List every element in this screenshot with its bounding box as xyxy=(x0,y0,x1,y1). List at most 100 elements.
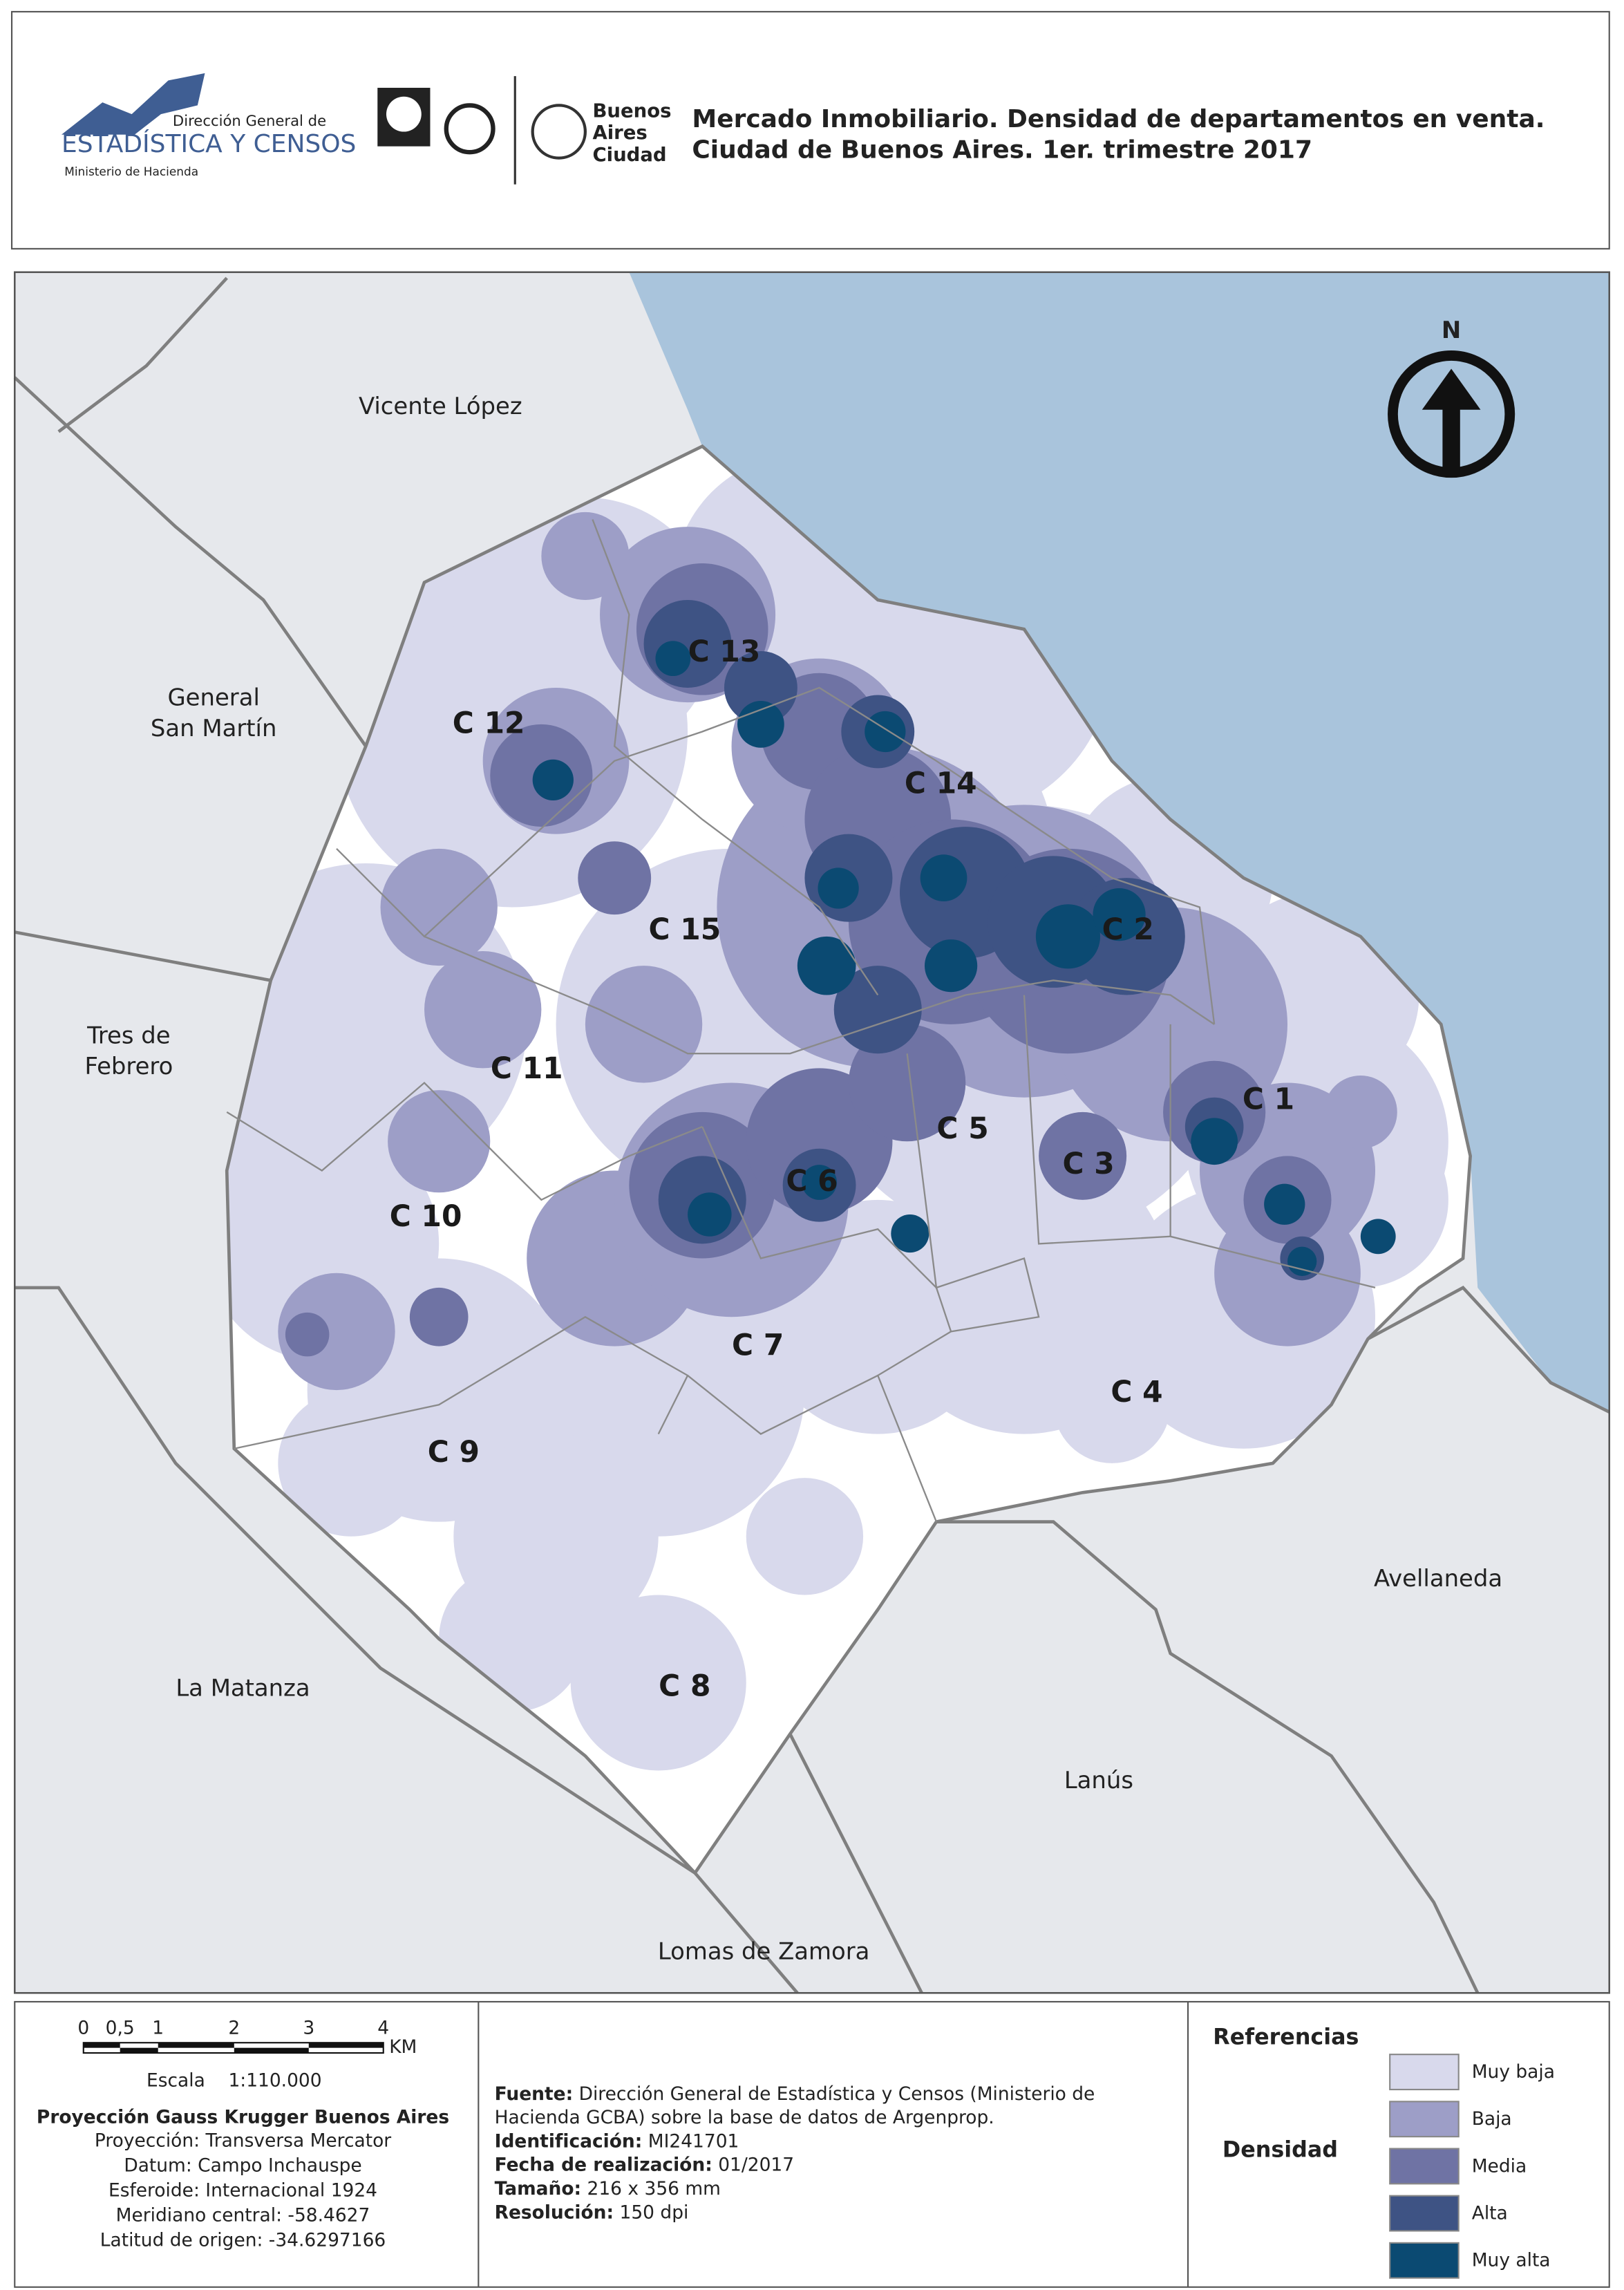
city-logo xyxy=(531,104,587,160)
comuna-line xyxy=(687,1374,878,1435)
comuna-label: C 7 xyxy=(732,1328,784,1362)
legend-swatch xyxy=(1389,2195,1460,2232)
municipality-label: Febrero xyxy=(84,1053,173,1080)
legend-label: Baja xyxy=(1472,2108,1512,2130)
legend-label: Media xyxy=(1472,2155,1527,2177)
city-logo-text: Buenos xyxy=(592,100,671,122)
comuna-label: C 3 xyxy=(1062,1147,1114,1181)
comuna-label: C 14 xyxy=(905,766,977,800)
density-blob xyxy=(585,966,703,1083)
cert-logo xyxy=(386,96,422,132)
density-blob xyxy=(925,939,978,993)
density-blob xyxy=(688,1192,732,1237)
comuna-label: C 9 xyxy=(428,1435,480,1469)
municipality-label: General xyxy=(167,684,259,711)
scale-bar-seg xyxy=(234,2047,309,2054)
source-text: 150 dpi xyxy=(620,2202,689,2223)
density-blob xyxy=(1093,888,1146,941)
agency-logo: Dirección General de ESTADÍSTICA Y CENSO… xyxy=(62,73,356,178)
scale-label: 0 xyxy=(77,2018,89,2039)
density-blob xyxy=(797,936,856,995)
density-blob xyxy=(802,1165,837,1200)
border-line xyxy=(14,930,272,982)
legend: Muy baja Baja Media Alta Muy alta xyxy=(1389,2054,1555,2279)
scale-bar-seg xyxy=(158,2043,234,2048)
projection-line: Latitud de origen: -34.6297166 xyxy=(100,2229,386,2251)
legend-title: Referencias xyxy=(1213,2025,1359,2049)
legend-swatch xyxy=(1389,2054,1460,2091)
source-line: Fecha de realización: 01/2017 xyxy=(495,2155,794,2176)
scale-label: 1 xyxy=(152,2018,164,2039)
legend-label: Muy alta xyxy=(1472,2250,1551,2271)
municipal-borders xyxy=(13,276,1610,1994)
density-blob xyxy=(424,951,542,1069)
municipality-label: San Martín xyxy=(151,715,277,742)
water xyxy=(629,272,1609,1412)
north-label: N xyxy=(1442,317,1461,344)
source-label: Resolución: xyxy=(495,2202,614,2223)
north-arrow: N xyxy=(1388,317,1516,478)
comuna-label: C 11 xyxy=(491,1051,563,1085)
scale-label: 0,5 xyxy=(106,2018,135,2039)
comuna-label: C 6 xyxy=(786,1164,838,1198)
density-layer xyxy=(227,453,1448,1771)
north-circle xyxy=(1388,350,1516,478)
border-line xyxy=(57,276,228,433)
border-line xyxy=(15,1286,799,1994)
comuna-label: C 12 xyxy=(453,706,525,740)
density-blob xyxy=(1287,1246,1317,1276)
logo-shape xyxy=(62,73,205,135)
source-text: Dirección General de Estadística y Censo… xyxy=(579,2083,1095,2105)
density-blob xyxy=(1191,1118,1238,1165)
border-line xyxy=(1367,1285,1610,1414)
municipality-labels: Vicente López General San Martín Tres de… xyxy=(84,393,1502,1964)
municipality-label: La Matanza xyxy=(176,1675,310,1702)
municipality-label: Lanús xyxy=(1064,1767,1133,1794)
density-blob xyxy=(532,759,574,800)
scale-text: Escala 1:110.000 xyxy=(147,2070,322,2092)
comuna-line xyxy=(1023,995,1171,1245)
comuna-label: C 13 xyxy=(688,635,761,668)
border-line xyxy=(789,1733,923,1994)
comuna-label: C 5 xyxy=(936,1111,988,1145)
comuna-label: C 4 xyxy=(1111,1375,1162,1409)
scale-label: 3 xyxy=(303,2018,314,2039)
comuna-label: C 15 xyxy=(648,912,721,946)
source-text: 216 x 356 mm xyxy=(587,2178,721,2199)
logo-text: Dirección General de xyxy=(173,112,326,129)
source-line: Tamaño: 216 x 356 mm xyxy=(495,2178,721,2199)
source-line: Resolución: 150 dpi xyxy=(495,2202,689,2223)
comuna-line xyxy=(226,1081,703,1201)
source-line: Identificación: MI241701 xyxy=(495,2130,739,2152)
density-blob xyxy=(1053,1346,1171,1463)
source-label: Fuente: xyxy=(495,2083,574,2105)
title: Ciudad de Buenos Aires. 1er. trimestre 2… xyxy=(692,136,1312,165)
comuna-line xyxy=(592,519,879,996)
projection-line: Datum: Campo Inchauspe xyxy=(124,2155,361,2177)
comuna-line xyxy=(234,1315,689,1449)
density-blob xyxy=(1360,1219,1396,1255)
logo-text: ESTADÍSTICA Y CENSOS xyxy=(62,129,356,158)
source-label: Fecha de realización: xyxy=(495,2155,712,2176)
comuna-line xyxy=(424,935,1215,1055)
source-label: Identificación: xyxy=(495,2130,643,2152)
density-blob xyxy=(278,1390,425,1537)
density-blob xyxy=(1039,1111,1127,1200)
comuna-line xyxy=(906,1053,1040,1333)
density-blob xyxy=(818,867,859,909)
header-box xyxy=(10,10,1610,250)
comuna-line xyxy=(336,686,1216,1024)
scale-bar: 0 0,5 1 2 3 4 KM xyxy=(77,2018,417,2058)
scale-unit: KM xyxy=(389,2036,417,2058)
municipality-label: Avellaneda xyxy=(1374,1565,1502,1592)
comuna-line xyxy=(1170,1235,1376,1289)
projection-title: Proyección Gauss Krugger Buenos Aires xyxy=(37,2107,449,2128)
legend-label: Muy baja xyxy=(1472,2061,1555,2083)
comuna-label: C 1 xyxy=(1243,1082,1294,1116)
projection-line: Proyección: Transversa Mercator xyxy=(95,2130,391,2152)
density-blob xyxy=(1264,1183,1305,1225)
comuna-borders xyxy=(226,519,1376,1523)
